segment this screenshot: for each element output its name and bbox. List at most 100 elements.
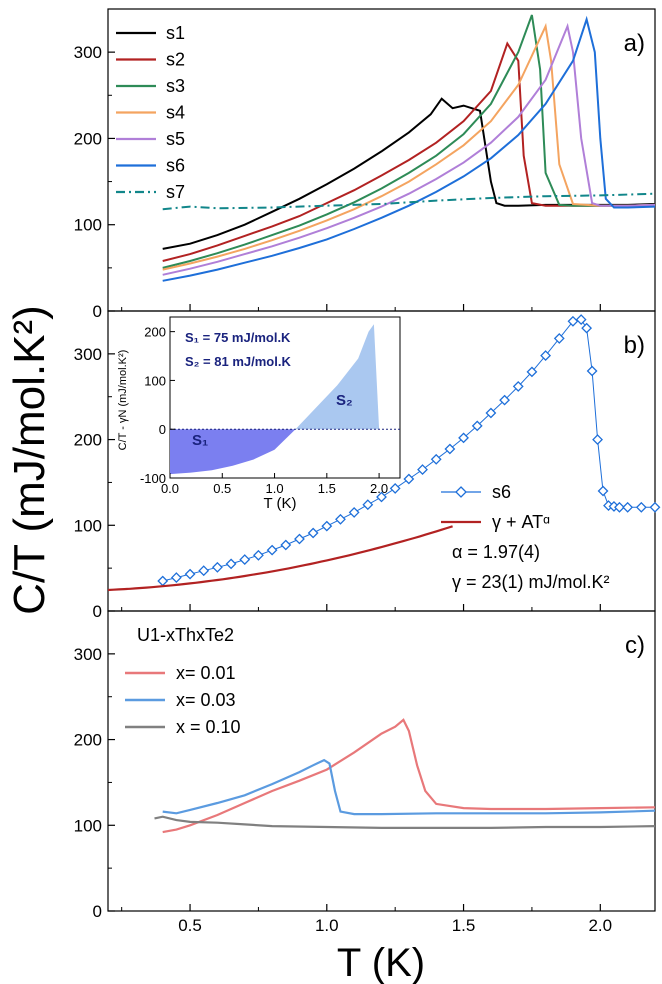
- legend-label-x-0-03: x= 0.03: [176, 690, 236, 710]
- data-point-s6: [403, 473, 415, 485]
- y-tick-label-c-200: 200: [74, 731, 102, 750]
- inset-y-tick-label-200: 200: [144, 325, 166, 340]
- data-point-s6: [614, 501, 625, 513]
- data-point-s6: [499, 394, 510, 406]
- data-point-s6: [458, 432, 469, 444]
- data-point-s6: [335, 513, 346, 525]
- y-tick-label-a-300: 300: [74, 43, 102, 62]
- x-tick-label-c-1: 1.0: [315, 916, 339, 935]
- inset-y-tick-label--100: -100: [140, 471, 166, 486]
- legend-label-s6: s6: [166, 156, 185, 176]
- inset-x-tick-label-0: 0.0: [161, 481, 179, 496]
- data-point-s6: [170, 572, 182, 583]
- data-point-s6: [485, 407, 497, 419]
- y-tick-label-b-100: 100: [74, 516, 102, 535]
- inset-x-tick-label-0.5: 0.5: [213, 481, 231, 496]
- inset-annotation-s2: S₂ = 81 mJ/mol.K: [185, 354, 291, 369]
- series-line-s4: [162, 22, 656, 271]
- legend-label-s1: s1: [166, 23, 185, 43]
- panel-c-title: U1-xThxTe2: [137, 625, 234, 645]
- legend-label-x-0-01: x= 0.01: [176, 663, 236, 683]
- data-point-s6: [307, 527, 319, 539]
- panel-b: 0 100 200 300 b) s6 γ + ATᵅ α = 1.97(4) γ = 23(1…: [74, 314, 661, 621]
- y-tick-label-a-0: 0: [93, 302, 102, 321]
- data-point-s6: [575, 314, 587, 325]
- x-axis-title: T (K): [337, 941, 425, 984]
- inset-annotation-s1: S₁ = 75 mJ/mol.K: [185, 330, 291, 345]
- inset-x-tick-label-2: 2.0: [370, 481, 388, 496]
- data-point-s6: [198, 565, 210, 577]
- data-point-s6: [649, 501, 661, 513]
- data-point-s6: [211, 561, 223, 573]
- inset-x-tick-label-1.5: 1.5: [318, 481, 336, 496]
- legend-label-s3: s3: [166, 76, 185, 96]
- data-point-s6: [348, 507, 360, 518]
- data-point-s6: [622, 501, 634, 513]
- inset-x-axis-title: T (K): [263, 495, 296, 512]
- series-line-x-0-03: [162, 758, 656, 816]
- y-tick-label-a-100: 100: [74, 216, 102, 235]
- series-line-x-0-01: [162, 718, 656, 834]
- panel-a: 0 100 200 300 a) s1 s2 s3 s4 s5 s6 s7: [74, 14, 656, 321]
- data-point-s6: [592, 434, 603, 445]
- data-point-s6: [294, 533, 305, 545]
- data-point-s6: [321, 520, 333, 532]
- panel-label-c: c): [625, 632, 645, 659]
- panel-c-frame: [107, 610, 656, 912]
- legend-label-s7: s7: [166, 182, 185, 202]
- data-point-s6: [389, 483, 401, 494]
- data-point-s6: [157, 575, 169, 587]
- annotation-alpha: α = 1.97(4): [452, 542, 540, 562]
- panel-label-a: a): [624, 30, 645, 57]
- inset-area-s1: [170, 429, 296, 475]
- data-point-s6: [253, 549, 264, 561]
- data-point-s6: [362, 499, 374, 511]
- legend-label-fit: γ + ATᵅ: [492, 512, 550, 532]
- data-point-s6: [553, 333, 565, 344]
- y-tick-label-b-300: 300: [74, 345, 102, 364]
- data-point-s6: [430, 453, 442, 465]
- series-line-x-0-10: [154, 815, 656, 830]
- data-point-s6: [417, 464, 428, 475]
- y-tick-label-a-200: 200: [74, 129, 102, 148]
- data-point-s6: [526, 366, 538, 378]
- data-point-s6: [225, 558, 237, 570]
- series-line-s7: [162, 192, 656, 211]
- series-line-s6: [162, 15, 656, 282]
- inset-x-tick-label-1: 1.0: [266, 481, 284, 496]
- series-line-s5: [162, 22, 656, 276]
- data-point-s6: [635, 501, 647, 513]
- panel-c: 0 100 200 300 0.5 1.0 1.5 2.0 c) U1-xThxTe2 x= 0.0…: [74, 625, 656, 935]
- x-tick-label-c-0.5: 0.5: [178, 916, 202, 935]
- panel-label-b: b): [624, 332, 645, 359]
- legend-swatch-s6-marker: [455, 486, 467, 498]
- data-point-s6: [567, 315, 579, 327]
- inset-y-tick-label-100: 100: [144, 373, 166, 388]
- data-point-s6: [540, 350, 552, 361]
- data-point-s6: [471, 420, 483, 432]
- y-tick-label-c-300: 300: [74, 645, 102, 664]
- annotation-gamma: γ = 23(1) mJ/mol.K²: [452, 572, 610, 592]
- x-tick-label-c-1.5: 1.5: [452, 916, 476, 935]
- inset-area-s2: [295, 324, 380, 430]
- x-tick-label-c-2: 2.0: [588, 916, 612, 935]
- y-tick-label-b-200: 200: [74, 431, 102, 450]
- legend-label-x-0-10: x = 0.10: [176, 717, 241, 737]
- legend-label-s4: s4: [166, 103, 185, 123]
- inset-label-s2: S₂: [336, 392, 353, 409]
- legend-label-s6-b: s6: [492, 482, 511, 502]
- series-line-fit: [107, 525, 453, 592]
- inset: -100 0 100 200 0.0 0.5 1.0 1.5 2.0 T (K) C/T - γN …: [117, 316, 401, 512]
- y-axis-title: C/T (mJ/mol.K²): [5, 305, 54, 615]
- y-tick-label-b-0: 0: [93, 602, 102, 621]
- inset-y-tick-label-0: 0: [159, 422, 166, 437]
- y-tick-label-c-100: 100: [74, 816, 102, 835]
- data-point-s6: [239, 554, 251, 565]
- series-line-s3: [162, 14, 656, 269]
- legend-label-s2: s2: [166, 50, 185, 70]
- data-point-s6: [444, 443, 456, 455]
- legend-label-s5: s5: [166, 129, 185, 149]
- data-point-s6: [586, 365, 598, 377]
- data-point-s6: [581, 322, 593, 334]
